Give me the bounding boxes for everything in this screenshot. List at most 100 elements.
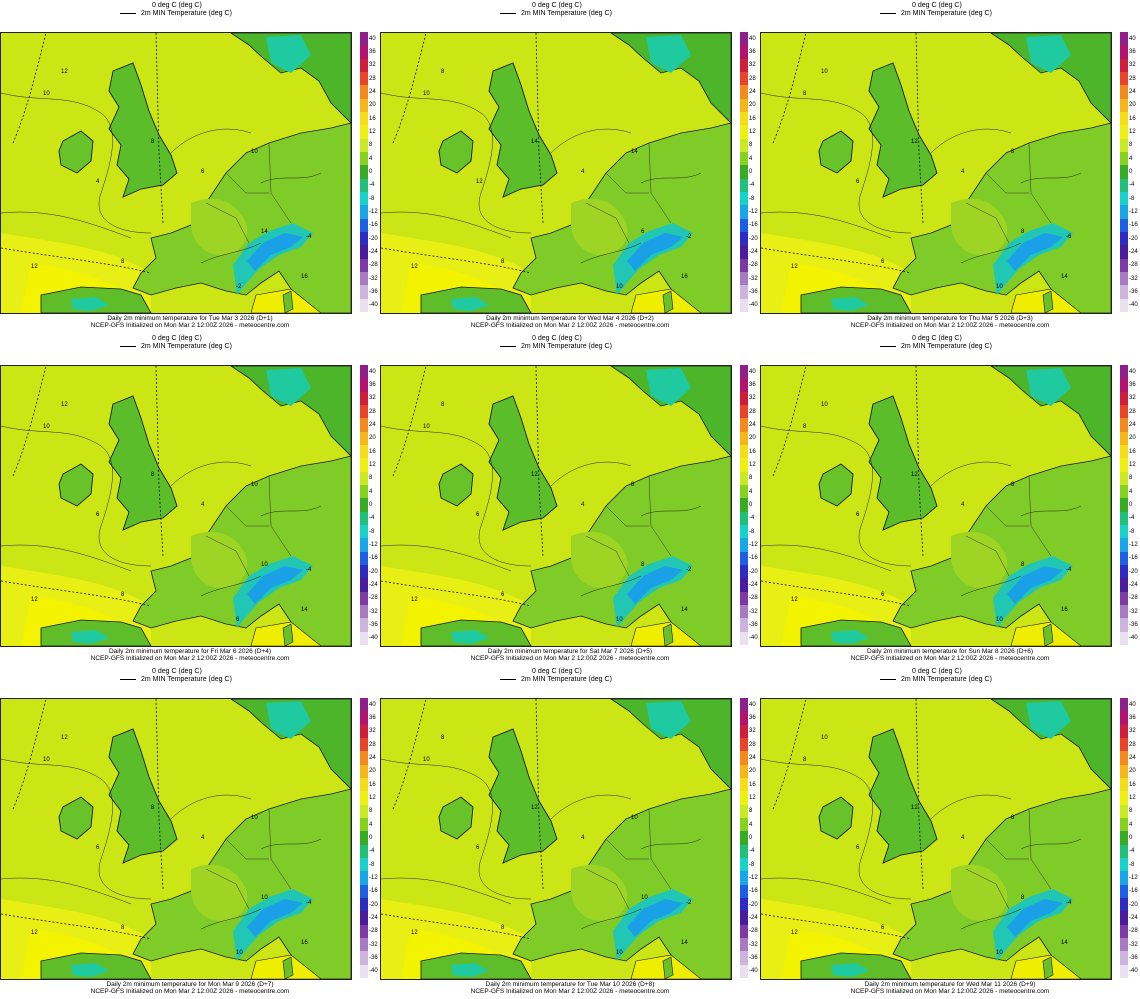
colorbar-tick-label: 40 <box>749 368 756 375</box>
map-frame: 10 12 8 4 6 14 16 -4 -2 8 12 10 <box>0 32 352 314</box>
temperature-contour <box>381 211 512 239</box>
panel-caption: Daily 2m minimum temperature for Wed Mar… <box>380 315 760 329</box>
contour-value-label: 8 <box>1011 815 1015 821</box>
contour-value-label: 6 <box>641 229 645 235</box>
temperature-contour <box>381 877 512 905</box>
colorbar-segment <box>360 511 368 526</box>
colorbar-tick-label: -32 <box>369 275 378 282</box>
colorbar-tick-label: -20 <box>369 568 378 575</box>
colorbar-tick-label: -12 <box>1129 542 1138 548</box>
colorbar-tick-label: 8 <box>369 475 373 482</box>
init-line: NCEP-GFS Initialized on Mon Mar 2 12:00Z… <box>90 655 290 662</box>
colorbar-segment <box>1120 498 1128 513</box>
colorbar-tick-label: -40 <box>749 968 758 975</box>
contour-legend-entry: 0 deg C (deg C) <box>532 335 582 343</box>
temperature-contour <box>1 425 152 567</box>
init-line: NCEP-GFS Initialized on Mon Mar 2 12:00Z… <box>850 322 1050 329</box>
colorbar-tick-label: 8 <box>369 142 373 149</box>
colorbar: 40 36 32 28 24 20 16 12 8 4 0 -4 -8 -12 -16 -20 -24 -28 -3… <box>360 698 380 980</box>
alps-coldest-zone <box>247 899 303 937</box>
colorbar-segment <box>740 431 748 446</box>
contour-value-label: 10 <box>43 424 50 430</box>
colorbar-segment <box>740 138 748 153</box>
temperature-contour <box>1020 172 1082 184</box>
colorbar-tick-label: 24 <box>749 422 756 428</box>
line-legend-text: 2m MIN Temperature (deg C) <box>141 10 232 17</box>
france-warm-zone <box>951 198 1008 256</box>
init-line: NCEP-GFS Initialized on Mon Mar 2 12:00Z… <box>850 655 1050 662</box>
colorbar-segment <box>1120 45 1128 60</box>
colorbar-segment <box>360 45 368 60</box>
colorbar-segment <box>360 591 368 606</box>
contour-value-label: 6 <box>476 845 480 851</box>
contour-legend-text: 0 deg C (deg C) <box>532 335 582 342</box>
colorbar-tick-label: -32 <box>1129 275 1138 282</box>
contour-legend-entry: 0 deg C (deg C) <box>152 2 202 10</box>
colorbar-tick-label: -24 <box>369 582 378 588</box>
colorbar-tick-label: -12 <box>1129 875 1138 881</box>
colorbar-segment <box>740 751 748 766</box>
colorbar-segment <box>740 964 748 979</box>
contour-value-label: 10 <box>821 735 828 741</box>
iberia-cold-patch <box>831 297 869 311</box>
colorbar-segment <box>1120 698 1128 712</box>
line-legend-entry: 2m MIN Temperature (deg C) <box>500 10 612 18</box>
contour-value-label: 12 <box>61 735 68 741</box>
country-border <box>648 808 672 890</box>
line-swatch <box>880 345 896 347</box>
map-frame: 10 12 8 6 4 10 14 -4 6 8 12 10 <box>0 365 352 647</box>
colorbar-segment <box>360 85 368 100</box>
colorbar-segment <box>740 511 748 526</box>
colorbar-segment <box>740 724 748 739</box>
colorbar-segment <box>360 764 368 779</box>
colorbar-tick-label: 24 <box>1129 89 1136 95</box>
colorbar-segment <box>1120 778 1128 792</box>
zero-degree-contour <box>381 580 532 607</box>
temperature-contour <box>381 544 512 572</box>
line-swatch <box>500 12 516 14</box>
colorbar-segment <box>1120 232 1128 246</box>
contour-value-label: 8 <box>631 482 635 488</box>
colorbar-segment <box>360 445 368 459</box>
contour-value-label: 8 <box>1021 562 1025 568</box>
cold-north-patch <box>646 35 691 73</box>
contour-value-label: 12 <box>411 930 418 936</box>
contour-value-label: -4 <box>1066 567 1072 573</box>
colorbar-tick-label: -8 <box>1129 861 1135 868</box>
contour-value-label: 16 <box>681 274 688 280</box>
colorbar-segment <box>740 844 748 859</box>
contour-value-label: -4 <box>1066 900 1072 906</box>
contour-value-label: 8 <box>1021 895 1025 901</box>
colorbar-tick-label: -40 <box>369 968 378 975</box>
colorbar-tick-label: -12 <box>749 542 758 548</box>
colorbar-segment <box>1120 751 1128 766</box>
colorbar-tick-label: 16 <box>1129 448 1136 455</box>
contour-value-label: 6 <box>96 845 100 851</box>
colorbar-segment <box>1120 551 1128 566</box>
colorbar-segment <box>740 471 748 486</box>
colorbar-tick-label: -20 <box>749 235 758 242</box>
colorbar-tick-label: 16 <box>369 448 376 455</box>
zero-degree-contour <box>1 247 152 274</box>
temperature-contour <box>200 242 262 264</box>
temperature-contour <box>960 242 1022 264</box>
colorbar-tick-label: -36 <box>369 955 378 961</box>
france-warm-zone <box>951 531 1008 589</box>
contour-legend-text: 0 deg C (deg C) <box>912 2 962 9</box>
britain-land <box>488 62 558 198</box>
colorbar-tick-label: 32 <box>369 62 376 69</box>
contour-value-label: 12 <box>791 597 798 603</box>
contour-value-label: 14 <box>1061 940 1068 946</box>
country-border <box>965 535 1010 577</box>
contour-value-label: 10 <box>251 149 258 155</box>
iberia-cold-patch <box>451 297 489 311</box>
colorbar-tick-label: -20 <box>1129 568 1138 575</box>
alps-coldest-zone <box>1007 899 1063 937</box>
colorbar-tick-label: -16 <box>749 888 758 895</box>
colorbar-tick-label: -28 <box>749 928 758 935</box>
colorbar-tick-label: 20 <box>749 435 756 442</box>
corsica-land <box>282 290 294 313</box>
contour-value-label: 12 <box>791 930 798 936</box>
contour-value-label: 12 <box>531 472 538 478</box>
colorbar-tick-label: 8 <box>1129 808 1133 815</box>
